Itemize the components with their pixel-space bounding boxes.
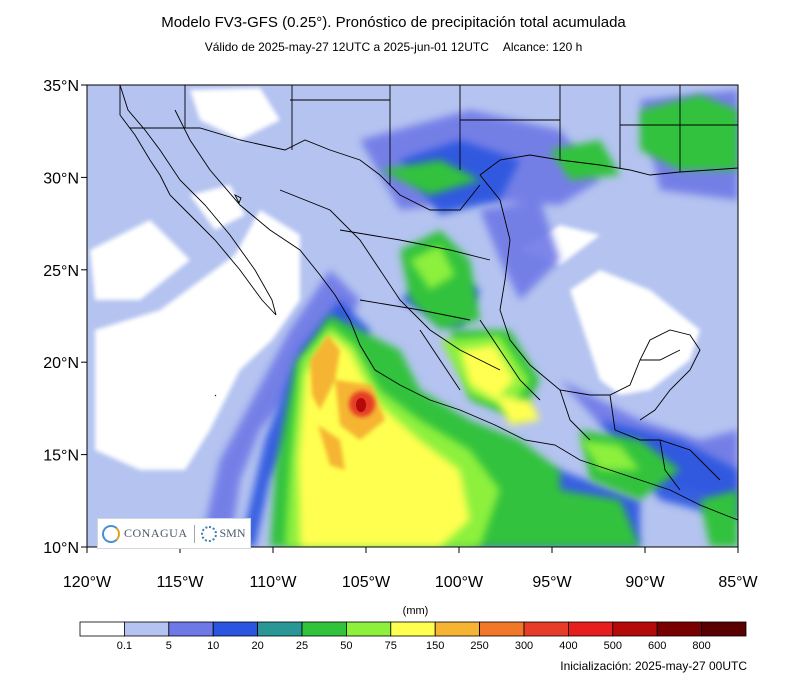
colorbar-label: 10 xyxy=(207,640,220,652)
smn-logo-text: SMN xyxy=(219,526,246,540)
precipitation-field xyxy=(87,85,738,547)
axis-tick-labels: 35°N 30°N 25°N 20°N 15°N 10°N 120°W 115°W 110°W 1… xyxy=(43,78,758,591)
colorbar-label: 50 xyxy=(340,640,353,652)
colorbar-swatch xyxy=(656,621,703,637)
lon-tick-label: 100°W xyxy=(435,574,484,591)
lon-tick-label: 120°W xyxy=(63,574,112,591)
conagua-logo-icon xyxy=(102,524,120,543)
colorbar-label: 0.1 xyxy=(116,640,133,652)
colorbar-swatch xyxy=(479,621,525,637)
colorbar-label: 150 xyxy=(426,640,445,652)
lat-tick-label: 10°N xyxy=(43,540,79,557)
colorbar xyxy=(79,621,747,637)
colorbar-swatch xyxy=(390,621,436,637)
colorbar-label: 500 xyxy=(603,640,622,652)
lat-tick-label: 35°N xyxy=(43,78,79,95)
colorbar-swatch xyxy=(124,621,170,637)
forecast-range: Alcance: 120 h xyxy=(502,40,583,54)
lat-tick-label: 15°N xyxy=(43,448,79,465)
colorbar-label: 800 xyxy=(692,640,711,652)
initialization-text: Inicialización: 2025-may-27 00UTC xyxy=(560,659,747,673)
lon-tick-label: 90°W xyxy=(625,574,665,591)
colorbar-label: 20 xyxy=(251,640,264,652)
colorbar-swatch xyxy=(701,621,747,637)
colorbar-swatch xyxy=(79,621,125,637)
valid-period: Válido de 2025-may-27 12UTC a 2025-jun-0… xyxy=(204,40,489,54)
colorbar-label: 300 xyxy=(514,640,534,652)
agency-logos: CONAGUA SMN xyxy=(97,518,251,549)
conagua-logo-text: CONAGUA xyxy=(124,526,188,540)
colorbar-swatch xyxy=(612,621,658,637)
lon-tick-label: 110°W xyxy=(249,574,297,591)
axis-ticks xyxy=(81,84,739,553)
colorbar-swatch xyxy=(168,621,214,637)
colorbar-label: 400 xyxy=(559,640,578,652)
colorbar-swatch xyxy=(212,621,258,637)
colorbar-label: 250 xyxy=(470,640,489,652)
map-frame xyxy=(86,84,739,548)
lon-tick-label: 115°W xyxy=(156,574,204,591)
colorbar-swatch xyxy=(568,621,614,637)
logo-separator xyxy=(193,524,195,543)
lat-tick-label: 25°N xyxy=(43,263,79,280)
lat-tick-label: 30°N xyxy=(43,170,79,187)
colorbar-swatch xyxy=(301,621,347,637)
lon-tick-label: 105°W xyxy=(342,574,391,591)
colorbar-swatch xyxy=(523,621,569,637)
map-subtitle: Válido de 2025-may-27 12UTC a 2025-jun-0… xyxy=(0,40,787,54)
colorbar-label: 5 xyxy=(165,640,172,652)
colorbar-label: 75 xyxy=(384,640,397,652)
lon-tick-label: 95°W xyxy=(532,574,572,591)
lon-tick-label: 85°W xyxy=(718,574,758,591)
colorbar-label: 25 xyxy=(295,640,309,652)
smn-logo-icon xyxy=(200,525,217,542)
colorbar-swatch xyxy=(257,621,303,637)
colorbar-units: (mm) xyxy=(402,605,429,617)
map-title: Modelo FV3-GFS (0.25°). Pronóstico de pr… xyxy=(161,14,626,31)
colorbar-label: 600 xyxy=(648,640,667,652)
coastlines xyxy=(119,85,738,521)
colorbar-swatch xyxy=(345,621,392,637)
lat-tick-label: 20°N xyxy=(43,355,79,372)
colorbar-swatch xyxy=(434,621,481,637)
